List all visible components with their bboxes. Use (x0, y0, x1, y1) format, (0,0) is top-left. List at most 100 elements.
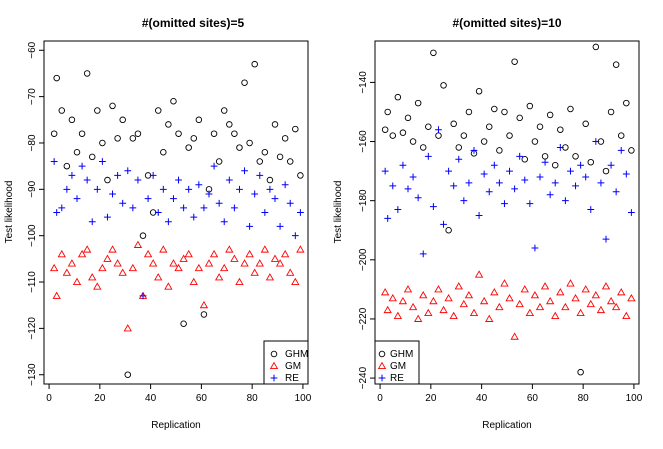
point-ghm (53, 74, 60, 82)
legend-marker-gm (269, 361, 279, 369)
point-gm (93, 282, 102, 290)
point-re (180, 204, 188, 212)
point-gm (500, 279, 509, 287)
point-re (50, 158, 58, 165)
point-ghm (63, 162, 71, 170)
point-ghm (496, 147, 503, 154)
point-re (286, 199, 294, 207)
point-re (617, 147, 625, 154)
point-re (460, 197, 468, 205)
y-tick-label: −220 (358, 307, 369, 330)
point-gm (627, 293, 636, 302)
point-ghm (246, 139, 253, 147)
point-gm (225, 245, 234, 253)
point-gm (601, 282, 611, 290)
point-re (139, 292, 147, 300)
point-ghm (266, 176, 274, 184)
point-re (195, 181, 203, 189)
point-gm (388, 293, 397, 302)
point-gm (174, 263, 183, 272)
x-tick-label: 80 (247, 393, 259, 404)
x-tick-label: 0 (377, 393, 383, 404)
point-gm (260, 245, 270, 253)
point-re (68, 172, 76, 179)
point-re (556, 144, 564, 151)
point-ghm (94, 107, 101, 114)
panel-left-x-ticks: 0 20 40 60 80 100 (46, 384, 312, 404)
point-gm (576, 308, 585, 317)
y-tick-label: −130 (27, 363, 38, 386)
point-ghm (276, 153, 284, 161)
point-gm (108, 245, 117, 253)
point-ghm (511, 58, 518, 65)
point-ghm (256, 158, 264, 165)
panel-right-x-label: Replication (482, 420, 531, 431)
point-gm (622, 311, 631, 319)
point-re (190, 213, 198, 221)
point-ghm (384, 108, 391, 116)
y-tick-label: −160 (358, 130, 369, 153)
point-gm (561, 302, 570, 311)
point-gm (189, 277, 198, 286)
legend-left-ghm: GHM (285, 349, 308, 360)
point-ghm (381, 126, 389, 133)
point-ghm (425, 123, 432, 130)
point-gm (118, 268, 127, 276)
point-ghm (154, 107, 162, 114)
point-ghm (50, 130, 58, 137)
point-re (170, 195, 177, 202)
point-gm (540, 282, 550, 290)
panel-right-title: #(omitted sites)=10 (452, 16, 561, 30)
point-gm (245, 249, 254, 258)
point-gm (296, 245, 305, 253)
point-gm (383, 305, 392, 314)
y-tick-label: −70 (27, 88, 38, 105)
point-gm (82, 245, 92, 253)
point-ghm (455, 144, 463, 151)
point-ghm (506, 132, 513, 139)
x-tick-label: 100 (626, 393, 643, 404)
y-tick-label: −200 (358, 248, 369, 271)
point-re (261, 209, 269, 216)
point-re (73, 195, 81, 202)
point-re (541, 158, 549, 166)
point-ghm (271, 121, 279, 128)
point-re (210, 162, 218, 170)
point-ghm (440, 82, 447, 89)
y-tick-label: −80 (27, 134, 38, 151)
point-re (521, 176, 529, 184)
point-re (567, 167, 574, 175)
point-re (445, 167, 453, 175)
point-re (435, 126, 442, 134)
point-re (256, 172, 264, 179)
x-tick-label: 60 (196, 393, 208, 404)
point-gm (556, 288, 565, 296)
point-re (381, 167, 389, 175)
point-re (271, 195, 279, 202)
legend-marker-ghm (378, 350, 386, 358)
legend-left-gm: GM (285, 361, 301, 372)
point-ghm (129, 135, 137, 142)
panel-left-y-label: Test likelihood (4, 181, 15, 244)
point-gm (469, 308, 479, 317)
point-ghm (119, 116, 126, 124)
point-gm (98, 263, 107, 272)
point-gm (596, 305, 606, 314)
point-ghm (536, 123, 544, 130)
point-ghm (220, 107, 228, 114)
point-gm (459, 299, 469, 308)
point-re (587, 206, 595, 213)
point-gm (72, 277, 82, 286)
point-gm (581, 285, 590, 293)
point-re (296, 209, 304, 216)
point-re (597, 179, 605, 187)
panel-left-legend: GHM GM RE (263, 340, 309, 385)
point-re (475, 212, 483, 219)
x-tick-label: 100 (295, 393, 312, 404)
point-re (399, 161, 407, 169)
point-gm (270, 254, 280, 262)
point-re (561, 197, 569, 205)
point-ghm (210, 130, 218, 137)
point-ghm (399, 129, 407, 136)
point-gm (413, 314, 423, 322)
